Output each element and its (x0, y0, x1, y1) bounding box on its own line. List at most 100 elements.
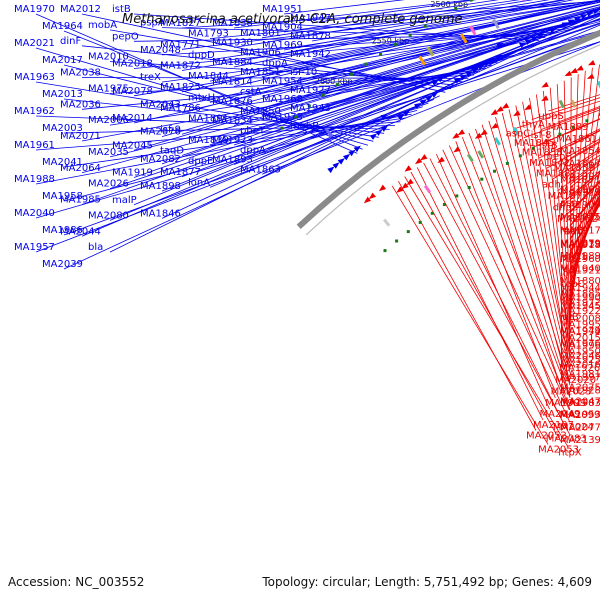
reverse-gene-arrow (513, 110, 521, 117)
reverse-gene-label: MA1931 (560, 213, 600, 224)
reverse-gene-label: pepF (547, 152, 572, 163)
reverse-gene-arrow (541, 95, 549, 102)
feature-track-segment (558, 99, 565, 109)
guide-dot (393, 43, 397, 47)
guide-dot (493, 169, 496, 173)
guide-dot (395, 239, 399, 243)
forward-gene-arrow (549, 27, 557, 34)
reverse-gene-arrow (396, 186, 404, 193)
forward-gene-arrow (459, 74, 468, 81)
guide-dot (307, 104, 311, 108)
forward-gene-arrow (477, 64, 485, 71)
reverse-gene-arrow (564, 70, 572, 77)
forward-gene-label: MA2080 (88, 210, 129, 221)
guide-dot (558, 132, 562, 136)
map-title: Methanosarcina acetivorans C2A, complete… (122, 12, 463, 27)
reverse-gene-arrow (541, 81, 549, 88)
reverse-label-line (556, 84, 571, 339)
forward-gene-arrow (437, 76, 445, 83)
reverse-label-line (461, 136, 571, 410)
guide-dot (480, 177, 484, 181)
guide-dot (280, 126, 284, 130)
forward-label-line (181, 4, 600, 114)
reverse-gene-arrow (576, 65, 584, 71)
forward-gene-arrow (402, 110, 411, 117)
reverse-label-line (549, 87, 571, 347)
forward-label-line (209, 4, 600, 103)
reverse-gene-labels: aspCthyAuppSMA1845isf-8MA1889MA1858istBM… (506, 111, 600, 458)
feature-track-segment (460, 33, 468, 44)
reverse-gene-label: MA1983 (560, 398, 600, 409)
reverse-gene-label: MA2077 (560, 423, 600, 434)
guide-dot (438, 15, 442, 19)
forward-label-line (181, 8, 600, 135)
forward-label-line (133, 13, 600, 206)
forward-gene-arrow (375, 129, 383, 136)
forward-gene-label: MA1863 (240, 164, 281, 175)
forward-gene-label: MA2040 (14, 208, 55, 219)
feature-track-segment (477, 150, 485, 159)
feature-track-segment (426, 46, 435, 57)
reverse-label-line (515, 105, 570, 363)
forward-gene-label: MA2064 (60, 163, 101, 174)
reverse-gene-label: MA1908 (560, 185, 600, 196)
forward-gene-arrow (574, 16, 582, 23)
forward-gene-label: MA1957 (14, 242, 55, 253)
forward-gene-label: dppD (188, 50, 215, 61)
reverse-gene-arrow (415, 157, 423, 165)
reverse-gene-label: MA2008 (560, 314, 600, 325)
forward-gene-label: MA1878 (290, 31, 331, 42)
forward-gene-arrow (380, 113, 388, 120)
forward-gene-arrow (537, 33, 545, 39)
reverse-gene-label: MA1879 (560, 239, 600, 250)
forward-label-line (261, 0, 567, 58)
forward-gene-arrow (471, 67, 479, 74)
forward-gene-label: MA1898 (140, 181, 181, 192)
reverse-gene-label: MA1885 (560, 288, 600, 299)
forward-gene-label: MA2026 (88, 179, 129, 190)
forward-label-line (283, 1, 600, 69)
forward-gene-label: MA1851 (240, 67, 281, 78)
reverse-gene-arrow (363, 196, 371, 204)
feature-tracks (280, 0, 600, 253)
reverse-label-line (569, 64, 600, 314)
forward-gene-arrow (397, 114, 405, 121)
forward-gene-label: MA2044 (60, 226, 101, 237)
forward-gene-label: lonA (188, 177, 210, 188)
forward-gene-label: MA1891 (188, 114, 229, 125)
forward-label-line (261, 14, 600, 117)
reverse-label-line (501, 113, 571, 383)
guide-dot (350, 72, 354, 76)
reverse-label-line (416, 167, 544, 421)
forward-gene-label: MA1877 (160, 167, 201, 178)
reverse-gene-label: MA1922 (560, 306, 600, 317)
reverse-gene-label: MA1981 (560, 369, 600, 380)
reverse-gene-label: MA1990 (560, 293, 600, 304)
reverse-label-line (569, 70, 586, 327)
forward-gene-label: MA1968 (262, 94, 303, 105)
reverse-label-line (391, 185, 549, 445)
reverse-label-line (529, 98, 571, 360)
forward-gene-labels: MA1970 MA1964 MA2021 MA2017 MA1963 MA2013 MA19… (14, 4, 331, 270)
forward-gene-arrow (414, 102, 422, 109)
feature-track-segment (418, 55, 427, 66)
reverse-gene-label: MA1861 (556, 134, 597, 145)
reverse-gene-label: isf-8 (531, 130, 552, 141)
reverse-gene-arrow (453, 146, 461, 153)
forward-gene-label: MA2043 (140, 99, 181, 110)
reverse-label-line (538, 128, 600, 159)
reverse-gene-label: MA2052 (526, 431, 567, 442)
forward-gene-label: MA1838 (212, 18, 253, 29)
reverse-label-line (536, 94, 571, 351)
reverse-gene-label: MA1854 (560, 146, 600, 157)
forward-label-line (181, 18, 600, 178)
reverse-label-line (569, 103, 600, 313)
forward-gene-label: MA2003 (42, 123, 83, 134)
forward-gene-arrow (431, 91, 439, 98)
reverse-label-line (563, 80, 571, 341)
reverse-genes (363, 60, 596, 204)
forward-gene-label: malP (112, 195, 137, 206)
forward-label-line (181, 0, 600, 50)
backbone-ring (296, 29, 600, 229)
forward-gene-label: MA1814 (212, 77, 253, 88)
